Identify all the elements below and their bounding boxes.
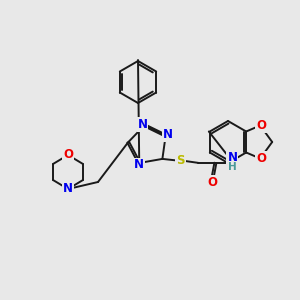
Text: O: O — [256, 119, 266, 132]
Text: S: S — [176, 154, 184, 167]
Text: O: O — [256, 152, 266, 165]
Text: O: O — [63, 148, 73, 161]
Text: O: O — [207, 176, 218, 189]
Text: N: N — [163, 128, 173, 141]
Text: N: N — [134, 158, 144, 172]
Text: H: H — [228, 162, 237, 172]
Text: N: N — [63, 182, 73, 196]
Text: N: N — [137, 118, 148, 131]
Text: N: N — [227, 152, 237, 164]
